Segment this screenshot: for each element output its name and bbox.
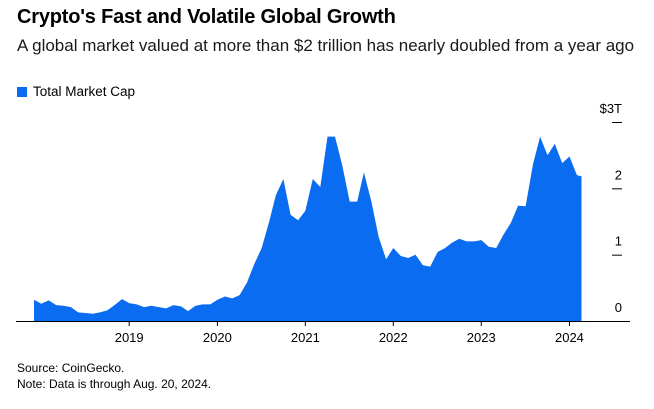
y-tick-label-3: $3T: [600, 101, 622, 116]
y-tick-label-0: 0: [615, 300, 622, 315]
y-tick-label-2: 2: [615, 167, 622, 182]
x-tick-label-2021: 2021: [291, 330, 320, 345]
source-note: Source: CoinGecko.: [17, 361, 125, 375]
x-tick-label-2020: 2020: [203, 330, 232, 345]
x-tick-label-2024: 2024: [555, 330, 584, 345]
legend-swatch: [17, 86, 27, 97]
legend-label: Total Market Cap: [33, 84, 136, 99]
chart-subtitle: A global market valued at more than $2 t…: [17, 36, 635, 55]
data-note: Note: Data is through Aug. 20, 2024.: [17, 377, 212, 391]
chart-title: Crypto's Fast and Volatile Global Growth: [17, 6, 396, 28]
x-tick-label-2019: 2019: [115, 330, 144, 345]
legend: Total Market Cap: [17, 84, 135, 99]
x-tick-label-2023: 2023: [467, 330, 496, 345]
y-tick-label-1: 1: [615, 234, 622, 249]
series-area-total-market-cap: [34, 136, 582, 321]
x-tick-label-2022: 2022: [379, 330, 408, 345]
